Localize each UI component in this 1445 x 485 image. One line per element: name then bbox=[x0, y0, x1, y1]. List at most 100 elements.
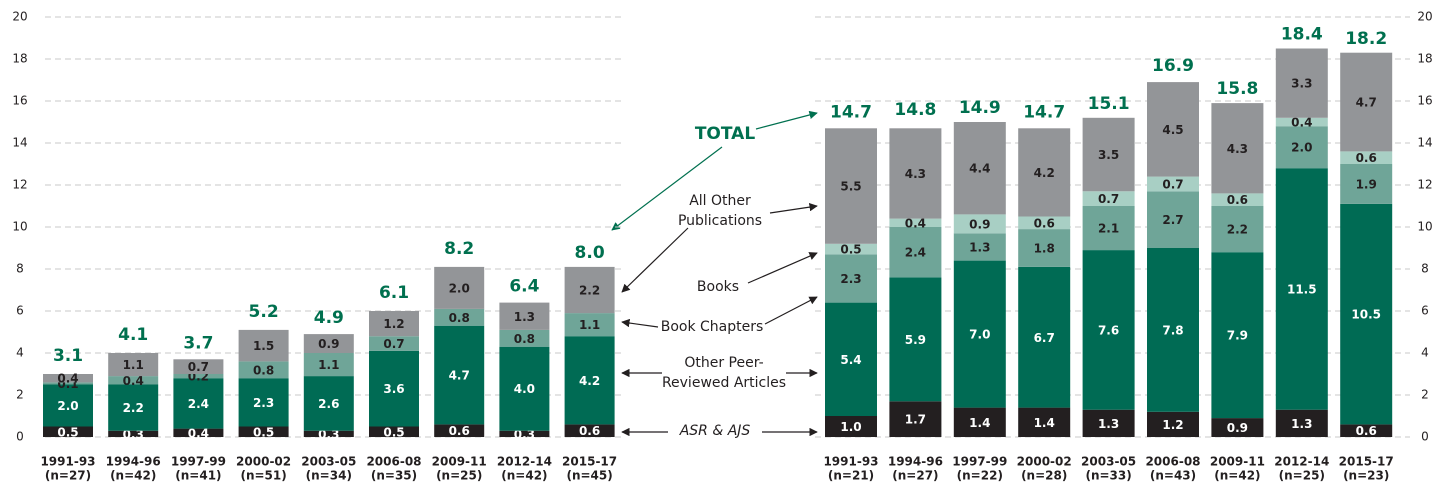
value-label: 7.8 bbox=[1162, 323, 1183, 337]
value-label: 1.3 bbox=[514, 310, 535, 324]
value-label: 2.2 bbox=[579, 284, 600, 298]
bar-segment bbox=[173, 374, 224, 379]
total-label: 4.1 bbox=[118, 325, 148, 345]
value-label: 3.3 bbox=[1291, 77, 1312, 91]
bar-segment bbox=[1147, 176, 1199, 192]
bar-segment bbox=[825, 416, 877, 437]
y-tick-label: 18 bbox=[12, 52, 27, 66]
value-label: 3.5 bbox=[1098, 148, 1119, 162]
total-label: 5.2 bbox=[249, 302, 279, 322]
bar-segment bbox=[108, 376, 159, 385]
value-label: 11.5 bbox=[1287, 282, 1317, 296]
y-tick-label: 10 bbox=[12, 220, 27, 234]
y-tick-label: 12 bbox=[12, 178, 27, 192]
bar-segment bbox=[953, 260, 1006, 408]
x-tick-label: 2012-14 bbox=[497, 455, 552, 469]
total-label: 8.2 bbox=[444, 239, 474, 259]
sample-size: (n=21) bbox=[828, 469, 874, 483]
bar-segment bbox=[43, 384, 93, 427]
bar-segment bbox=[953, 407, 1006, 437]
value-label: 2.2 bbox=[123, 401, 144, 415]
value-label: 2.0 bbox=[57, 399, 78, 413]
bar-segment bbox=[1018, 128, 1071, 217]
value-label: 0.9 bbox=[318, 337, 339, 351]
y-tick-label: 0 bbox=[1421, 430, 1429, 444]
total-label: 14.7 bbox=[1023, 102, 1065, 122]
bar-segment bbox=[369, 350, 419, 427]
bar-segment bbox=[1147, 82, 1199, 177]
value-label: 4.7 bbox=[1356, 96, 1377, 110]
value-label: 0.5 bbox=[383, 425, 404, 439]
bar-segment bbox=[825, 254, 877, 303]
value-label: 2.6 bbox=[318, 397, 339, 411]
bar-segment bbox=[953, 122, 1006, 215]
value-label: 2.1 bbox=[1098, 222, 1119, 236]
sample-size: (n=42) bbox=[1214, 469, 1260, 483]
bar-segment bbox=[303, 334, 354, 353]
y-tick-label: 6 bbox=[1421, 304, 1429, 318]
y-tick-label: 8 bbox=[1421, 262, 1429, 276]
value-label: 0.4 bbox=[905, 216, 926, 230]
value-label: 1.4 bbox=[1034, 416, 1055, 430]
sample-size: (n=42) bbox=[501, 469, 547, 483]
value-label: 4.3 bbox=[1227, 142, 1248, 156]
bar-segment bbox=[1211, 206, 1264, 253]
sample-size: (n=41) bbox=[175, 469, 221, 483]
total-label: 18.4 bbox=[1281, 25, 1323, 45]
bar-segment bbox=[369, 336, 419, 351]
value-label: 0.9 bbox=[1227, 421, 1248, 435]
value-label: 7.9 bbox=[1227, 329, 1248, 343]
value-label: 0.4 bbox=[57, 372, 78, 386]
value-label: 0.5 bbox=[840, 243, 861, 257]
value-label: 0.7 bbox=[1162, 177, 1183, 191]
bar-segment bbox=[1018, 229, 1071, 267]
bar-segment bbox=[1147, 191, 1199, 248]
sample-size: (n=23) bbox=[1343, 469, 1389, 483]
bar-segment bbox=[108, 353, 159, 377]
y-tick-label: 16 bbox=[12, 94, 27, 108]
sample-size: (n=51) bbox=[240, 469, 286, 483]
y-tick-label: 18 bbox=[1417, 52, 1432, 66]
y-tick-label: 2 bbox=[1421, 388, 1429, 402]
sample-size: (n=34) bbox=[306, 469, 352, 483]
bar-segment bbox=[43, 382, 93, 385]
value-label: 6.7 bbox=[1034, 331, 1055, 345]
arrow bbox=[769, 202, 818, 214]
value-label: 4.7 bbox=[449, 369, 470, 383]
value-label: 10.5 bbox=[1351, 308, 1381, 322]
value-label: 5.5 bbox=[840, 180, 861, 194]
bar-segment bbox=[1147, 248, 1199, 412]
y-tick-label: 14 bbox=[12, 136, 27, 150]
total-label: 4.9 bbox=[314, 308, 344, 328]
value-label: 1.3 bbox=[1291, 417, 1312, 431]
bar-segment bbox=[434, 325, 485, 425]
bar-segment bbox=[1018, 216, 1071, 230]
arrow bbox=[611, 146, 723, 231]
value-label: 1.1 bbox=[579, 318, 600, 332]
value-label: 2.2 bbox=[1227, 223, 1248, 237]
value-label: 0.9 bbox=[969, 217, 990, 231]
arrow bbox=[747, 252, 818, 284]
bar-segment bbox=[1340, 52, 1393, 152]
x-tick-label: 2015-17 bbox=[1339, 455, 1394, 469]
bar-segment bbox=[43, 426, 93, 437]
bar-segment bbox=[889, 218, 942, 227]
value-label: 0.6 bbox=[1356, 151, 1377, 165]
value-label: 0.5 bbox=[57, 425, 78, 439]
bar-segment bbox=[1147, 411, 1199, 437]
sample-size: (n=35) bbox=[371, 469, 417, 483]
bar-segment bbox=[825, 128, 877, 244]
bar-segment bbox=[303, 376, 354, 431]
sample-size: (n=28) bbox=[1021, 469, 1067, 483]
x-tick-label: 2009-11 bbox=[1210, 455, 1265, 469]
value-label: 7.0 bbox=[969, 328, 990, 342]
value-label: 0.7 bbox=[188, 360, 209, 374]
arrow bbox=[621, 227, 689, 293]
bar-segment bbox=[1275, 117, 1328, 127]
y-tick-label: 10 bbox=[1417, 220, 1432, 234]
x-tick-label: 2006-08 bbox=[366, 455, 421, 469]
value-label: 2.3 bbox=[253, 396, 274, 410]
value-label: 4.2 bbox=[579, 374, 600, 388]
legend-label: ASR & AJS bbox=[679, 423, 751, 439]
value-label: 1.1 bbox=[123, 358, 144, 372]
